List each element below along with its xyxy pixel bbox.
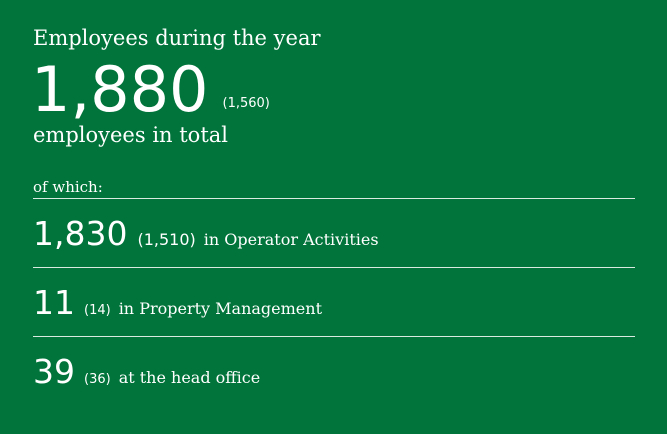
breakdown-value: 11 [33, 283, 75, 322]
total-employees-value: 1,880 [31, 53, 209, 126]
total-employees: 1,880 (1,560) [31, 52, 270, 128]
breakdown-value: 39 [33, 352, 75, 391]
breakdown-previous: (1,510) [137, 230, 196, 249]
breakdown-label-text: at the head office [118, 368, 261, 387]
breakdown-row-head-office: 39 (36) at the head office [33, 352, 260, 392]
breakdown-value: 1,830 [33, 214, 128, 253]
divider [33, 267, 635, 268]
total-employees-caption: employees in total [33, 123, 228, 147]
divider [33, 336, 635, 337]
breakdown-row-property-management: 11 (14) in Property Management [33, 283, 322, 323]
breakdown-label: of which: [33, 178, 103, 196]
total-employees-previous: (1,560) [222, 96, 270, 111]
page-title: Employees during the year [33, 26, 321, 50]
breakdown-previous: (14) [84, 303, 111, 318]
breakdown-previous: (36) [84, 372, 111, 387]
divider [33, 198, 635, 199]
breakdown-label-text: in Property Management [118, 299, 323, 318]
breakdown-label-text: in Operator Activities [203, 230, 379, 249]
breakdown-row-operator-activities: 1,830 (1,510) in Operator Activities [33, 214, 379, 254]
